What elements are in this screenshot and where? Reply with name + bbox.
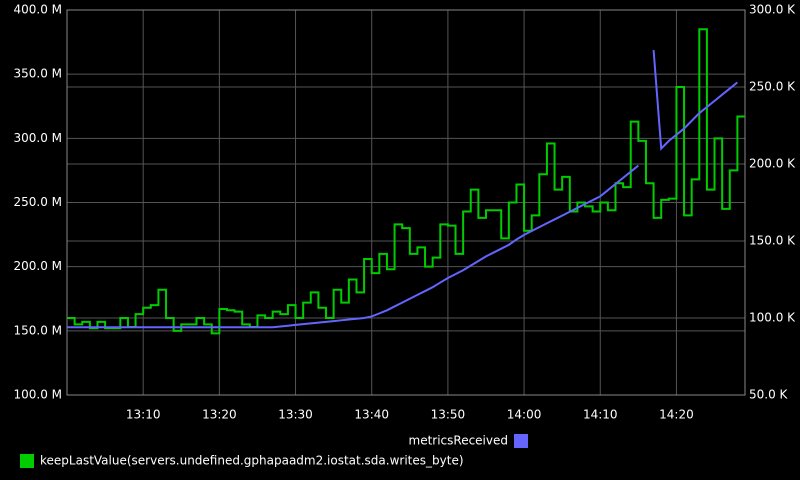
y2-tick-label: 300.0 K	[749, 3, 796, 17]
x-tick-label: 13:20	[202, 408, 237, 422]
legend-label: keepLastValue(servers.undefined.gphapaad…	[40, 454, 464, 468]
series-line	[67, 28, 745, 335]
y-tick-label: 300.0 M	[13, 131, 62, 145]
x-tick-label: 13:30	[278, 408, 313, 422]
legend-swatch	[514, 434, 528, 448]
y-tick-label: 200.0 M	[13, 259, 62, 273]
x-tick-label: 14:00	[507, 408, 542, 422]
y-tick-label: 250.0 M	[13, 195, 62, 209]
y2-tick-label: 200.0 K	[749, 157, 796, 171]
x-tick-label: 14:20	[659, 408, 694, 422]
x-tick-label: 14:10	[583, 408, 618, 422]
plot-frame	[66, 9, 746, 396]
y2-tick-label: 50.0 K	[749, 388, 789, 402]
legend-swatch	[20, 454, 34, 468]
x-tick-label: 13:10	[126, 408, 161, 422]
series-line	[67, 49, 739, 329]
y2-tick-label: 250.0 K	[749, 80, 796, 94]
x-tick-label: 13:50	[431, 408, 466, 422]
y2-tick-label: 150.0 K	[749, 234, 796, 248]
y-tick-label: 400.0 M	[13, 3, 62, 17]
y-tick-label: 350.0 M	[13, 67, 62, 81]
y2-tick-label: 100.0 K	[749, 311, 796, 325]
y-tick-label: 150.0 M	[13, 323, 62, 337]
y-tick-label: 100.0 M	[13, 388, 62, 402]
legend-label: metricsReceived	[409, 434, 509, 448]
x-tick-label: 13:40	[354, 408, 389, 422]
